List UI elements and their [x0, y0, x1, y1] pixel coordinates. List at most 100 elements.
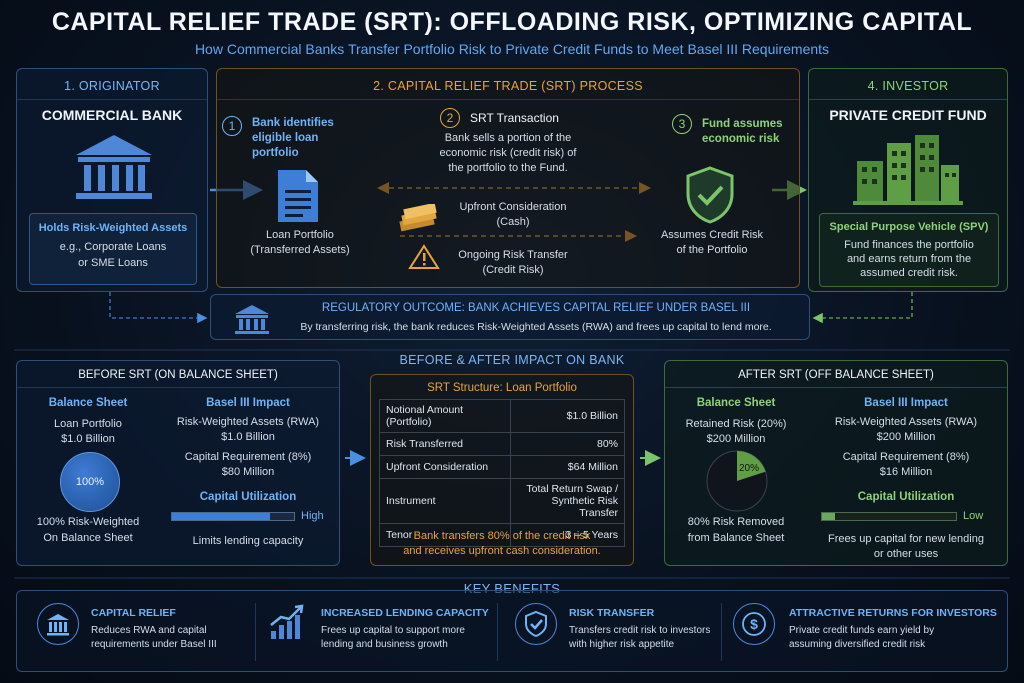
before-risk-circle: 100% [60, 452, 120, 512]
structure-title: SRT Structure: Loan Portfolio [427, 382, 577, 394]
table-row: Upfront Consideration $64 Million [378, 455, 625, 479]
pie-label: 20% [739, 463, 759, 474]
benefit-title-0: CAPITAL RELIEF [91, 607, 176, 619]
originator-box-title: Holds Risk-Weighted Assets [38, 222, 188, 234]
assumes-risk-label: Assumes Credit Risk of the Portfolio [660, 229, 764, 256]
regulatory-title: REGULATORY OUTCOME: BANK ACHIEVES CAPITA… [321, 302, 751, 314]
investor-panel: 4. INVESTOR PRIVATE CREDIT FUND Special … [808, 68, 1008, 292]
before-util-level: High [301, 510, 324, 522]
investor-box-title: Special Purpose Vehicle (SPV) [829, 221, 989, 233]
benefit-text-2: Transfers credit risk to investors with h… [569, 625, 711, 650]
impact-header: BEFORE & AFTER IMPACT ON BANK [399, 353, 625, 367]
before-circle-label: 100% [75, 476, 105, 488]
benefit-title-2: RISK TRANSFER [569, 607, 655, 619]
before-cap-value: $80 Million [221, 466, 275, 478]
structure-note: Bank transfers 80% of the credit risk and… [403, 530, 601, 557]
svg-text:$: $ [750, 616, 758, 632]
originator-box-line2: or SME Loans [78, 257, 148, 269]
ongoing-label: Ongoing Risk Transfer (Credit Risk) [458, 249, 568, 276]
before-bs-foot1: 100% Risk-Weighted [36, 516, 140, 528]
table-row: Risk Transferred 80% [378, 432, 625, 456]
originator-header: 1. ORIGINATOR [64, 79, 160, 93]
after-util-level: Low [963, 510, 984, 522]
loan-portfolio-label: Loan Portfolio (Transferred Assets) [250, 229, 350, 256]
before-cap-label: Capital Requirement (8%) [184, 451, 312, 463]
after-util-bar [821, 512, 957, 521]
benefit-title-3: ATTRACTIVE RETURNS FOR INVESTORS [789, 607, 997, 619]
capital-relief-icon-ring [37, 603, 79, 645]
before-util-title: Capital Utilization [199, 491, 297, 503]
investor-box-line1: Fund finances the portfolio [844, 239, 974, 251]
pie-slice-retained [737, 451, 766, 481]
buildings-icon [853, 135, 963, 205]
originator-name: COMMERCIAL BANK [41, 107, 183, 123]
page-subtitle: How Commercial Banks Transfer Portfolio … [194, 41, 830, 57]
step2-text: Bank sells a portion of the economic risk… [439, 132, 577, 174]
before-basel-title: Basel III Impact [206, 397, 290, 409]
before-rwa-label: Risk-Weighted Assets (RWA) [176, 416, 320, 428]
bank-icon [235, 305, 269, 334]
investor-box-line2: and earns return from the [846, 253, 972, 265]
after-bs-line1: Retained Risk (20%) [685, 418, 787, 430]
after-bs-foot2: from Balance Sheet [687, 532, 785, 544]
before-bs-foot2: On Balance Sheet [43, 532, 133, 544]
before-bs-line2: $1.0 Billion [61, 433, 115, 445]
cash-icon [399, 204, 437, 232]
returns-icon-ring: $ [733, 603, 775, 645]
page-title: CAPITAL RELIEF TRADE (SRT): OFFLOADING R… [51, 8, 973, 36]
before-util-bar [171, 512, 295, 521]
after-basel-title: Basel III Impact [864, 397, 948, 409]
after-util-fill [822, 513, 836, 520]
table-row: Instrument Total Return Swap / Synthetic R… [378, 478, 625, 524]
before-header: BEFORE SRT (ON BALANCE SHEET) [78, 369, 278, 381]
growth-chart-icon [270, 604, 304, 639]
table-row: Notional Amount (Portfolio) $1.0 Billion [378, 399, 625, 433]
dollar-icon: $ [742, 612, 766, 636]
structure-panel: SRT Structure: Loan Portfolio Notional A… [370, 374, 634, 566]
before-util-note: Limits lending capacity [192, 535, 304, 547]
after-bs-title: Balance Sheet [696, 397, 776, 409]
before-bs-line1: Loan Portfolio [54, 418, 122, 430]
shield-icon [525, 610, 547, 638]
step3-text: Fund assumes economic risk [702, 118, 783, 145]
originator-panel: 1. ORIGINATOR COMMERCIAL BANK Holds Risk… [16, 68, 208, 292]
shield-check-icon [686, 166, 734, 224]
after-rwa-value: $200 Million [876, 431, 936, 443]
originator-box: Holds Risk-Weighted Assets e.g., Corpora… [29, 213, 197, 285]
after-panel: AFTER SRT (OFF BALANCE SHEET) Balance Sh… [664, 360, 1008, 566]
after-bs-foot1: 80% Risk Removed [687, 516, 785, 528]
originator-box-line1: e.g., Corporate Loans [59, 241, 167, 253]
after-rwa-label: Risk-Weighted Assets (RWA) [834, 416, 978, 428]
step1-text: Bank identifies eligible loan portfolio [252, 117, 334, 159]
benefit-text-1: Frees up capital to support more lending … [321, 625, 465, 650]
upfront-label: Upfront Consideration (Cash) [459, 201, 567, 228]
before-panel: BEFORE SRT (ON BALANCE SHEET) Balance Sh… [16, 360, 340, 566]
bank-icon [47, 614, 69, 636]
investor-header: 4. INVESTOR [867, 79, 949, 93]
document-icon [278, 170, 318, 222]
structure-table: Notional Amount (Portfolio) $1.0 Billion … [378, 399, 625, 547]
step3-number: 3 [672, 114, 692, 134]
investor-name: PRIVATE CREDIT FUND [829, 107, 987, 123]
after-cap-label: Capital Requirement (8%) [842, 451, 970, 463]
after-risk-pie: 20% [706, 450, 768, 512]
step2-number: 2 [440, 108, 460, 128]
after-cap-value: $16 Million [879, 466, 933, 478]
before-rwa-value: $1.0 Billion [221, 431, 275, 443]
arrow-originator-to-regulatory [109, 292, 208, 324]
before-bs-title: Balance Sheet [48, 397, 128, 409]
risk-transfer-icon-ring [515, 603, 557, 645]
after-util-note: Frees up capital for new lending or other… [828, 533, 984, 560]
step2-title: SRT Transaction [470, 111, 559, 125]
investor-box-line3: assumed credit risk. [860, 267, 958, 279]
table-row: Tenor 3 – 5 Years [378, 523, 625, 547]
benefit-text-3: Private credit funds earn yield by assumi… [789, 625, 935, 650]
investor-box: Special Purpose Vehicle (SPV) Fund finan… [819, 213, 999, 287]
warning-icon [408, 244, 440, 269]
arrow-investor-to-regulatory [812, 292, 913, 324]
after-header: AFTER SRT (OFF BALANCE SHEET) [738, 369, 934, 381]
before-util-fill [172, 513, 270, 520]
process-header: 2. CAPITAL RELIEF TRADE (SRT) PROCESS [373, 79, 643, 93]
after-util-title: Capital Utilization [857, 491, 955, 503]
benefit-text-0: Reduces RWA and capital requirements unde… [91, 625, 217, 650]
